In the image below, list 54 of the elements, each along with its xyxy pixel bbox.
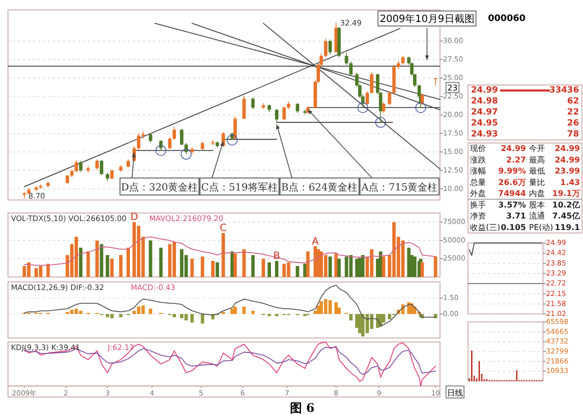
- data-label: 62: [567, 96, 580, 106]
- text: 23: [447, 84, 458, 92]
- text: 23.99: [554, 166, 580, 176]
- text: 24.99: [500, 144, 526, 154]
- caption: 图 6: [290, 401, 315, 415]
- y-tick-label: 24.95: [471, 118, 498, 128]
- text: 1.43: [560, 178, 580, 187]
- text: 收益(三): [470, 222, 500, 232]
- chart-title: 2009年10月9日截图: [380, 13, 474, 25]
- text: 换手: [470, 200, 486, 210]
- text: 19.1万: [552, 189, 580, 198]
- text: 涨跌: [470, 155, 486, 164]
- text: 10.2亿: [552, 200, 581, 210]
- text: PE(动): [529, 222, 554, 232]
- y-tick-label: 24.93: [471, 130, 498, 140]
- text: 内盘: [529, 189, 545, 198]
- y-tick-label: 24.99: [471, 86, 498, 96]
- text: 0.105: [500, 222, 526, 232]
- annotation: A点：715黄金柱: [360, 182, 438, 194]
- annotation: A: [312, 236, 319, 248]
- text: 2.27: [506, 155, 526, 164]
- text: 净资: [470, 212, 486, 221]
- text: 119.1: [554, 222, 580, 232]
- text: 最高: [529, 155, 545, 164]
- annotation: D点：320黄金柱: [120, 182, 198, 194]
- text: 26.6万: [498, 178, 526, 187]
- annotation: D: [130, 212, 138, 224]
- text: 24.99: [554, 155, 580, 164]
- text: 日线: [447, 388, 463, 398]
- text: 7.45亿: [552, 212, 581, 221]
- text: 总量: [469, 178, 486, 187]
- text: 3.57%: [498, 200, 526, 210]
- text: 股本: [529, 200, 545, 210]
- annotation: C点：519将军柱: [201, 182, 278, 194]
- annotation: B点：624黄金柱: [281, 182, 358, 194]
- text: 量比: [529, 178, 545, 187]
- y-tick-label: 24.98: [471, 96, 498, 106]
- text: 74944: [498, 189, 526, 198]
- text: 今开: [529, 144, 545, 154]
- data-label: 33436: [549, 86, 580, 96]
- text: 24.99: [554, 144, 580, 154]
- text: 最低: [529, 166, 545, 176]
- text: 涨幅: [470, 166, 486, 176]
- text: 现价: [470, 144, 486, 154]
- y-tick-label: 24.97: [471, 108, 498, 118]
- data-label: 26: [567, 118, 580, 128]
- data-label: 78: [567, 130, 580, 140]
- data-label: 22: [567, 108, 580, 118]
- text: 外盘: [470, 189, 486, 198]
- annotation: C: [220, 223, 227, 234]
- text: 9.99%: [498, 166, 526, 176]
- text: 3.71: [506, 212, 526, 221]
- text: 流通: [529, 212, 545, 221]
- text: 000060: [488, 14, 526, 24]
